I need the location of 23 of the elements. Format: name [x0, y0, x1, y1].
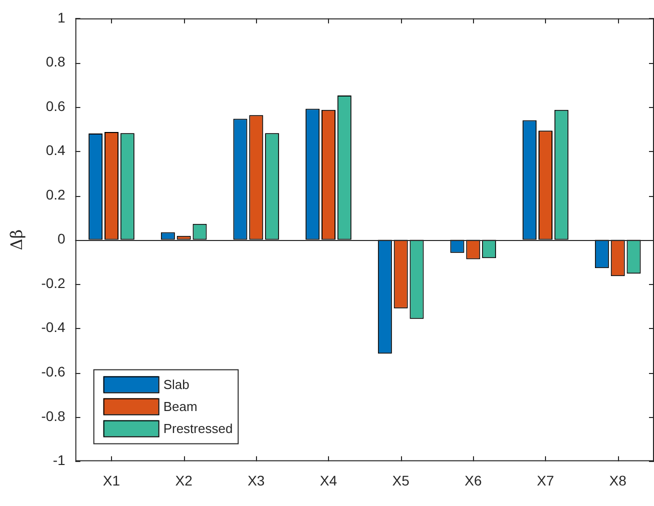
x-tick-label: X5 [392, 472, 410, 488]
x-tick-label: X4 [320, 472, 338, 488]
y-tick-label: -1 [52, 452, 66, 468]
y-axis-title: Δβ [6, 229, 26, 250]
y-tick-label: -0.6 [41, 364, 66, 380]
x-tick-label: X3 [248, 472, 265, 488]
legend-label: Prestressed [163, 420, 233, 436]
y-tick-label: 0 [58, 230, 66, 247]
x-tick-label: X8 [609, 472, 627, 488]
x-tick-label: X2 [175, 472, 193, 488]
x-tick-label: X7 [536, 472, 554, 488]
y-tick-label: 0.4 [46, 142, 66, 158]
x-tick-label: X1 [102, 472, 120, 488]
y-tick-label: -0.4 [41, 319, 66, 336]
y-tick-label: -0.8 [41, 408, 66, 424]
y-tick-label: 0.2 [46, 186, 66, 202]
y-tick-label: -0.2 [41, 274, 66, 291]
legend-label: Beam [163, 398, 198, 414]
x-tick-label: X6 [464, 472, 482, 488]
y-tick-label: 1 [58, 9, 66, 26]
y-tick-label: 0.6 [46, 98, 66, 114]
y-tick-label: 0.8 [46, 54, 66, 70]
legend-label: Slab [163, 376, 190, 392]
